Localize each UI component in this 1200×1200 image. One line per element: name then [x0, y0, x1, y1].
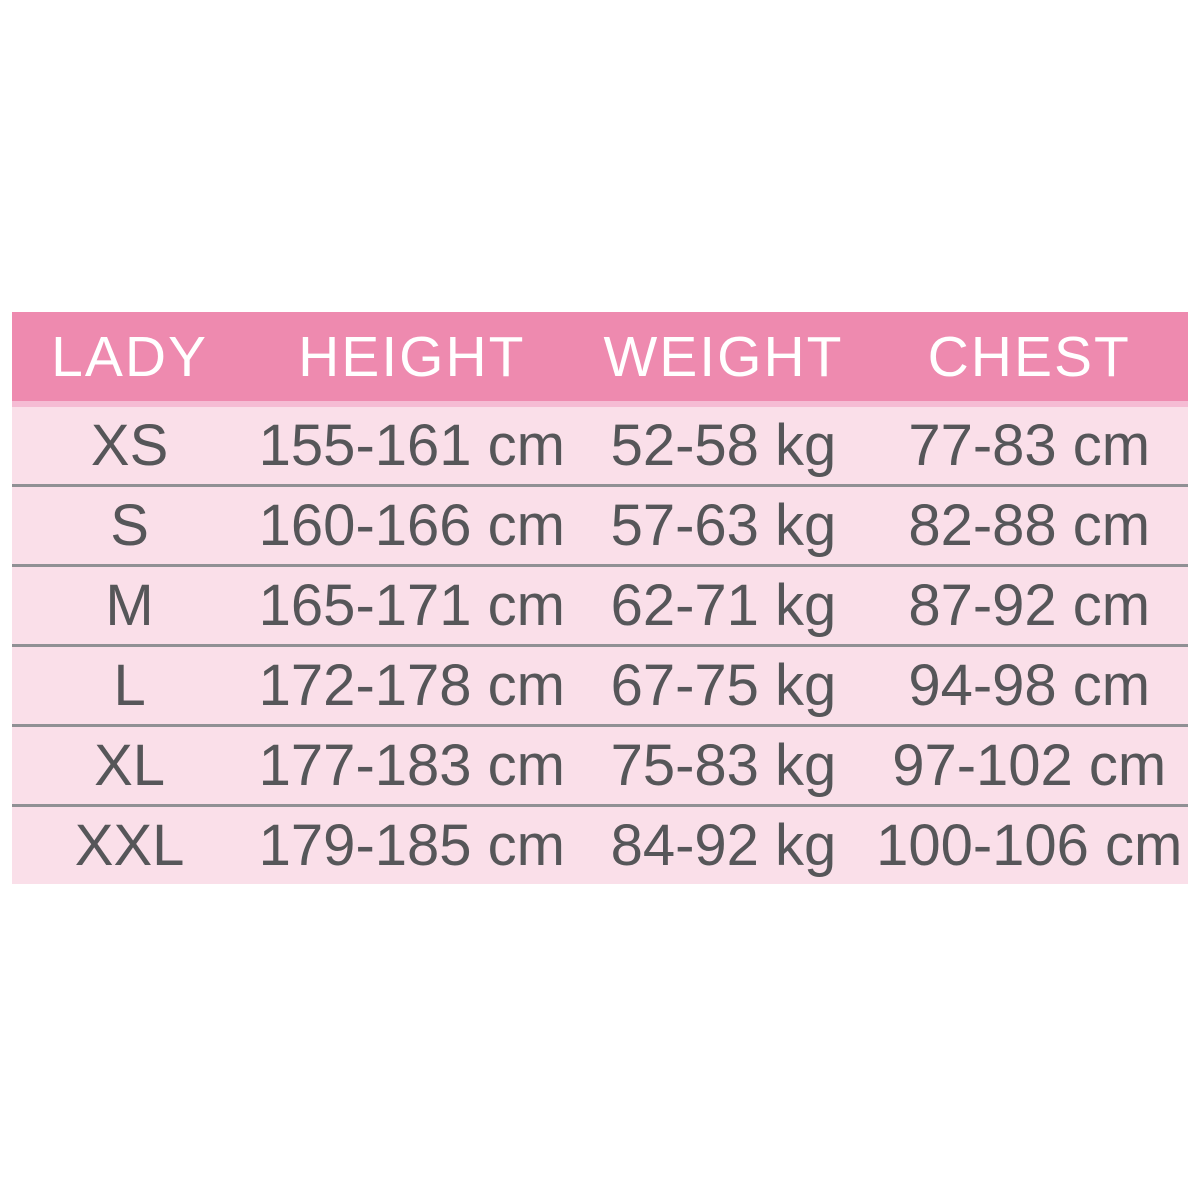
- height-cell: 179-185 cm: [247, 804, 577, 884]
- height-cell: 172-178 cm: [247, 644, 577, 726]
- weight-cell: 52-58 kg: [576, 404, 871, 486]
- header-row: LADY HEIGHT WEIGHT CHEST: [12, 312, 1188, 407]
- height-cell: 155-161 cm: [247, 404, 577, 486]
- table-row: XS 155-161 cm 52-58 kg 77-83 cm: [12, 404, 1188, 486]
- table-row: M 165-171 cm 62-71 kg 87-92 cm: [12, 564, 1188, 646]
- chest-cell: 94-98 cm: [870, 644, 1188, 726]
- height-cell: 160-166 cm: [247, 484, 577, 566]
- size-cell: L: [12, 644, 248, 726]
- weight-cell: 62-71 kg: [576, 564, 871, 646]
- weight-cell: 75-83 kg: [576, 724, 871, 806]
- weight-cell: 84-92 kg: [576, 804, 871, 884]
- height-cell: 165-171 cm: [247, 564, 577, 646]
- chest-cell: 87-92 cm: [870, 564, 1188, 646]
- chest-cell: 97-102 cm: [870, 724, 1188, 806]
- weight-cell: 57-63 kg: [576, 484, 871, 566]
- size-cell: XXL: [12, 804, 248, 884]
- size-cell: S: [12, 484, 248, 566]
- size-cell: M: [12, 564, 248, 646]
- size-cell: XL: [12, 724, 248, 806]
- size-cell: XS: [12, 404, 248, 486]
- height-cell: 177-183 cm: [247, 724, 577, 806]
- chest-cell: 82-88 cm: [870, 484, 1188, 566]
- size-chart-table: LADY HEIGHT WEIGHT CHEST XS 155-161 cm 5…: [12, 312, 1188, 884]
- table-row: L 172-178 cm 67-75 kg 94-98 cm: [12, 644, 1188, 726]
- table-row: XL 177-183 cm 75-83 kg 97-102 cm: [12, 724, 1188, 806]
- chest-cell: 77-83 cm: [870, 404, 1188, 486]
- table-row: XXL 179-185 cm 84-92 kg 100-106 cm: [12, 804, 1188, 884]
- header-cell-weight: WEIGHT: [576, 312, 871, 407]
- size-chart-header: LADY HEIGHT WEIGHT CHEST: [12, 312, 1188, 407]
- weight-cell: 67-75 kg: [576, 644, 871, 726]
- table-row: S 160-166 cm 57-63 kg 82-88 cm: [12, 484, 1188, 566]
- header-cell-height: HEIGHT: [247, 312, 577, 407]
- chest-cell: 100-106 cm: [870, 804, 1188, 884]
- header-cell-lady: LADY: [12, 312, 248, 407]
- header-cell-chest: CHEST: [870, 312, 1188, 407]
- size-chart-body: XS 155-161 cm 52-58 kg 77-83 cm S 160-16…: [12, 404, 1188, 884]
